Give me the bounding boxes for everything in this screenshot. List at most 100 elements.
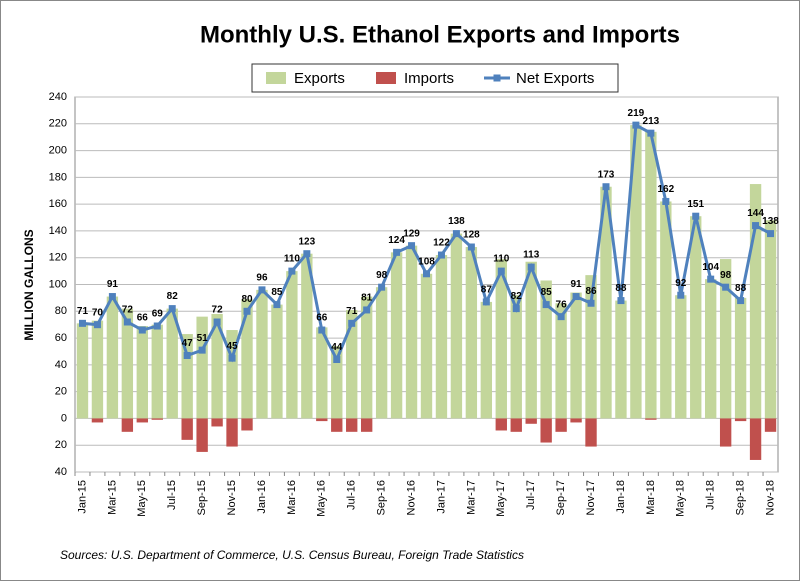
- data-label: 45: [226, 341, 238, 352]
- marker: [482, 298, 490, 306]
- data-label: 70: [92, 307, 104, 318]
- marker: [752, 222, 760, 230]
- bar: [675, 295, 687, 419]
- legend-box: [251, 63, 619, 93]
- bar: [420, 273, 433, 419]
- x-tick-label: Sep-17: [555, 480, 567, 515]
- marker: [647, 129, 655, 137]
- x-tick-label: Sep-16: [376, 480, 388, 515]
- bar: [645, 418, 657, 420]
- marker: [318, 326, 326, 334]
- marker: [662, 197, 670, 205]
- data-label: 98: [376, 270, 388, 281]
- x-tick-label: Jul-16: [346, 480, 358, 510]
- bar: [241, 299, 253, 419]
- data-label: 104: [702, 262, 719, 273]
- data-label: 110: [493, 254, 510, 265]
- data-label: 98: [720, 270, 732, 281]
- data-label: 71: [77, 306, 89, 317]
- x-tick-label: Jul-17: [525, 480, 537, 510]
- bar: [181, 334, 193, 419]
- y-tick-label: 20: [55, 386, 67, 398]
- data-label: 219: [628, 108, 645, 119]
- marker: [572, 293, 580, 301]
- marker: [153, 322, 161, 330]
- data-label: 122: [433, 238, 450, 249]
- bar: [555, 303, 567, 419]
- bar: [570, 418, 582, 423]
- data-label: 96: [256, 272, 268, 283]
- bar: [630, 125, 642, 419]
- y-tick-label: 40: [55, 466, 67, 478]
- marker: [617, 297, 625, 305]
- bar: [211, 313, 223, 419]
- data-label: 88: [735, 283, 747, 294]
- marker: [557, 313, 565, 321]
- y-tick-label: 20: [55, 439, 67, 451]
- data-label: 213: [643, 116, 660, 127]
- y-tick-label: 240: [49, 91, 67, 103]
- marker: [512, 305, 520, 313]
- data-label: 66: [316, 313, 328, 324]
- bar: [121, 418, 134, 432]
- marker: [378, 283, 386, 291]
- data-label: 151: [687, 199, 704, 210]
- source-note: Sources: U.S. Department of Commerce, U.…: [60, 548, 524, 562]
- x-tick-label: Jan-18: [615, 480, 627, 514]
- marker: [707, 275, 715, 283]
- data-label: 129: [403, 228, 420, 239]
- bar: [166, 308, 178, 419]
- x-tick-label: Nov-17: [585, 480, 597, 515]
- y-tick-label: 120: [49, 252, 67, 264]
- bar: [585, 418, 597, 447]
- bar: [510, 295, 522, 419]
- y-tick-label: 60: [55, 332, 67, 344]
- marker: [467, 243, 475, 251]
- marker: [108, 293, 116, 301]
- y-tick-label: 140: [49, 225, 67, 237]
- data-label: 86: [585, 286, 597, 297]
- marker: [737, 297, 745, 305]
- x-tick-label: Mar-17: [465, 480, 477, 515]
- data-label: 138: [762, 216, 779, 227]
- bar: [136, 326, 148, 419]
- bar: [256, 289, 268, 419]
- legend-label: Exports: [294, 70, 345, 87]
- bar: [226, 330, 238, 419]
- bar: [435, 255, 448, 419]
- bar: [570, 292, 582, 419]
- data-label: 47: [182, 338, 194, 349]
- bar: [764, 220, 777, 419]
- data-label: 71: [346, 306, 358, 317]
- bar: [749, 418, 762, 460]
- bar: [301, 253, 313, 419]
- marker: [183, 351, 191, 359]
- x-tick-label: Sep-18: [735, 480, 747, 515]
- data-label: 87: [481, 285, 493, 296]
- data-label: 85: [271, 287, 283, 298]
- marker: [767, 230, 775, 238]
- legend-swatch: [493, 74, 501, 82]
- x-tick-label: Nov-18: [764, 480, 776, 515]
- bar: [705, 279, 717, 419]
- data-label: 123: [298, 236, 315, 247]
- data-label: 66: [137, 313, 149, 324]
- x-tick-label: Nov-15: [226, 480, 238, 515]
- y-axis-label: MILLION GALLONS: [22, 229, 36, 340]
- marker: [527, 263, 535, 271]
- bar: [286, 271, 298, 419]
- x-tick-label: May-18: [675, 480, 687, 517]
- marker: [452, 230, 460, 238]
- bar: [346, 418, 358, 432]
- marker: [348, 319, 356, 327]
- chart-title: Monthly U.S. Ethanol Exports and Imports: [200, 21, 680, 48]
- marker: [542, 301, 550, 309]
- bar: [405, 245, 418, 419]
- bar: [645, 131, 657, 419]
- data-label: 124: [388, 235, 405, 246]
- marker: [692, 212, 700, 220]
- marker: [168, 305, 176, 313]
- bar: [316, 418, 328, 422]
- bar: [764, 418, 777, 432]
